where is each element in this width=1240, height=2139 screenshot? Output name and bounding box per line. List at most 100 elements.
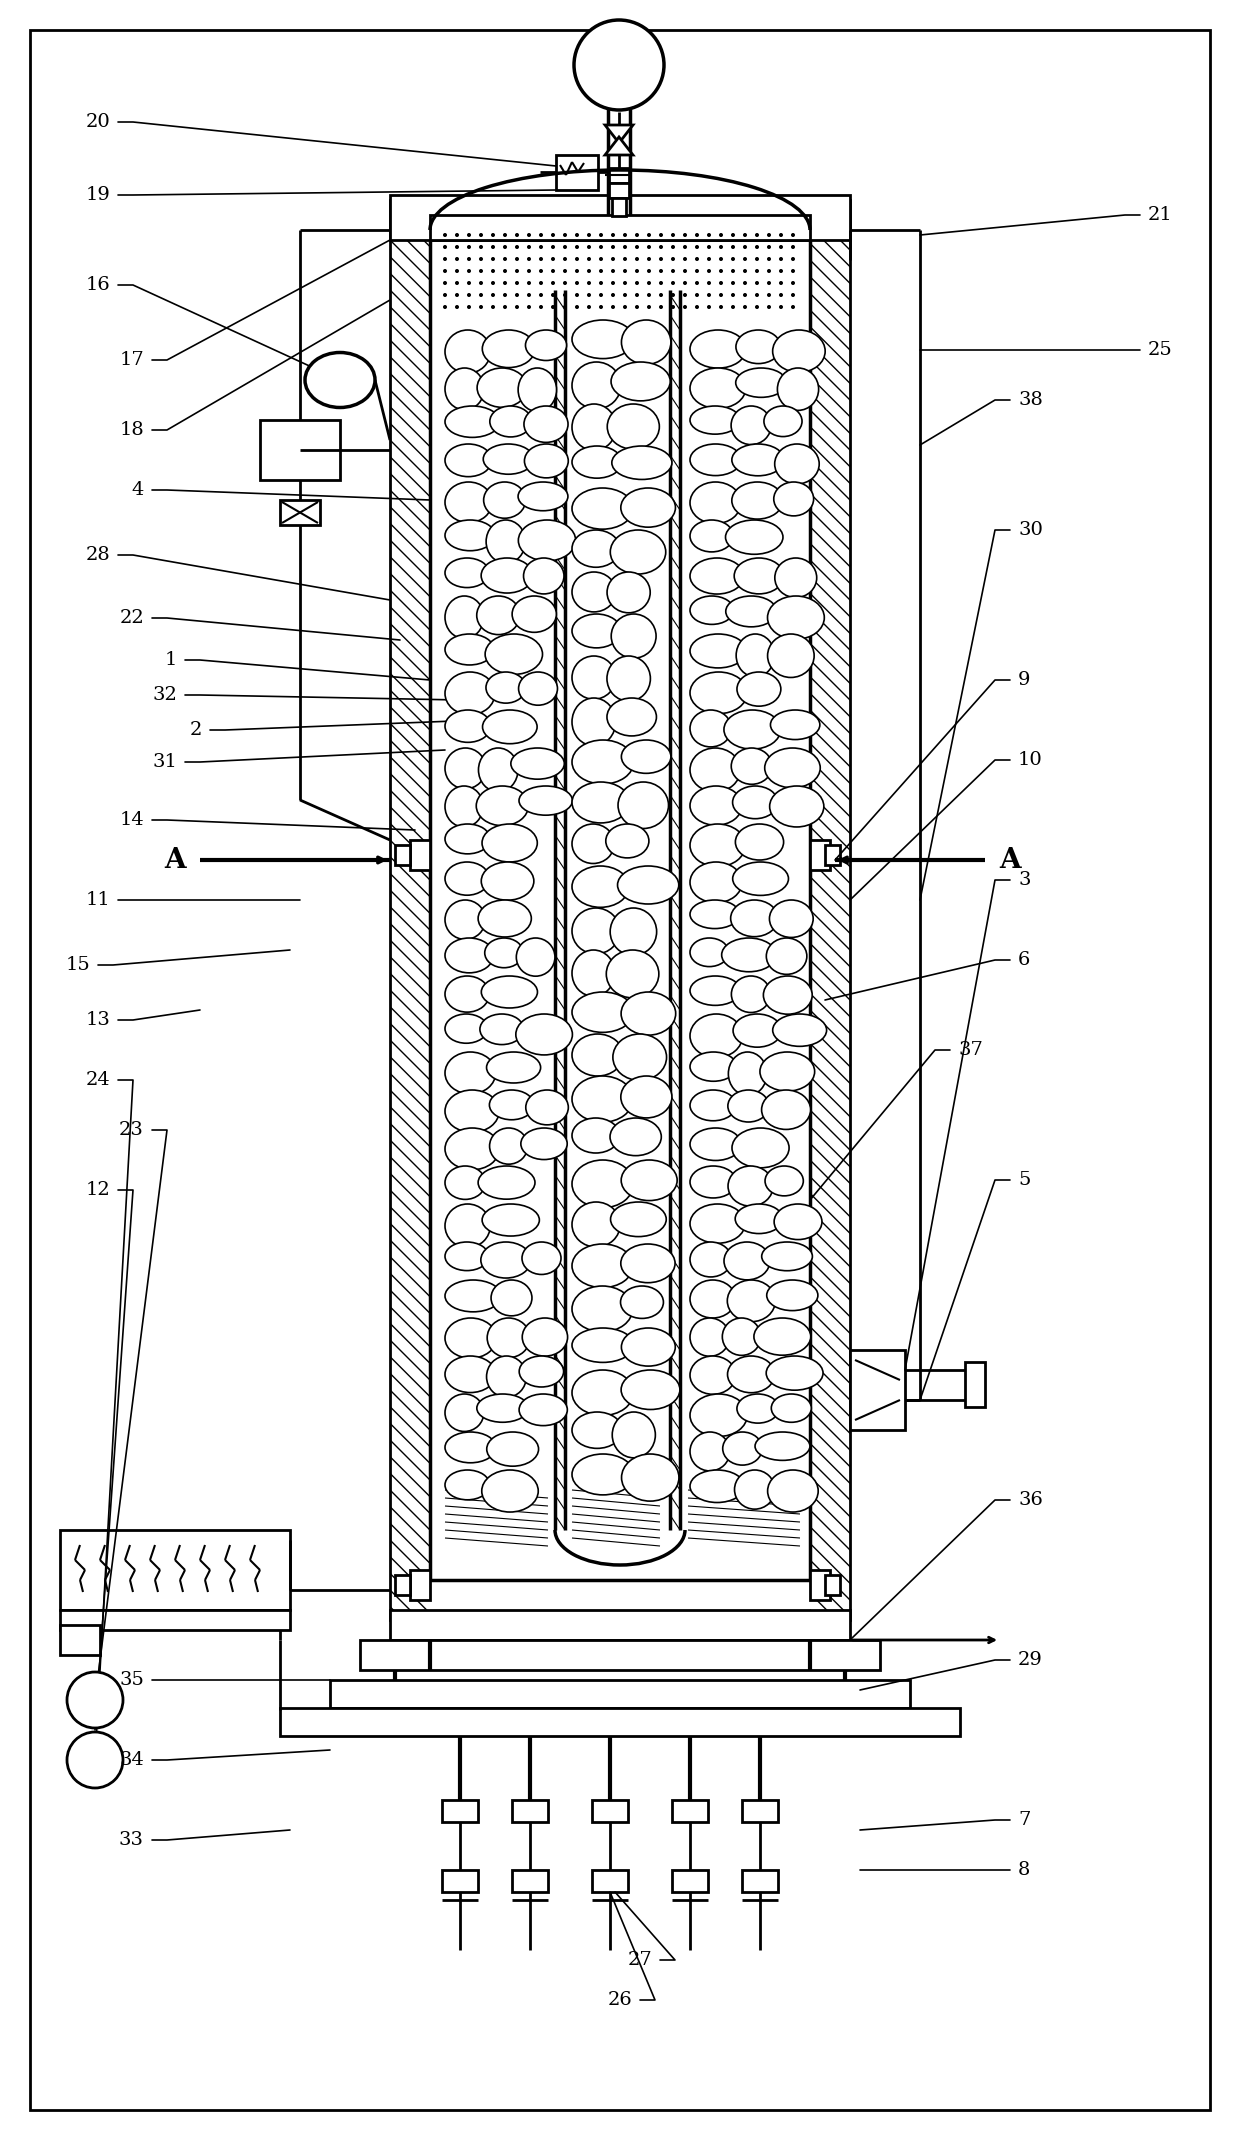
Ellipse shape	[621, 1369, 680, 1410]
Circle shape	[527, 246, 531, 248]
Text: 7: 7	[1018, 1812, 1030, 1829]
Ellipse shape	[520, 1395, 568, 1425]
Circle shape	[587, 280, 591, 284]
Ellipse shape	[725, 597, 776, 627]
Ellipse shape	[480, 1014, 523, 1044]
Circle shape	[539, 257, 543, 261]
Ellipse shape	[608, 404, 660, 449]
Circle shape	[515, 270, 520, 274]
Circle shape	[755, 246, 759, 248]
Ellipse shape	[775, 558, 817, 597]
Circle shape	[694, 293, 699, 297]
Text: 26: 26	[608, 1991, 632, 2009]
Bar	[410, 1570, 430, 1600]
Circle shape	[527, 293, 531, 297]
Ellipse shape	[445, 710, 491, 742]
Ellipse shape	[737, 672, 781, 706]
Ellipse shape	[572, 1328, 634, 1363]
Circle shape	[467, 257, 471, 261]
Ellipse shape	[572, 783, 630, 824]
Circle shape	[622, 270, 627, 274]
Ellipse shape	[737, 1395, 779, 1422]
Ellipse shape	[521, 1127, 567, 1159]
Ellipse shape	[445, 1431, 496, 1463]
Circle shape	[683, 246, 687, 248]
Ellipse shape	[610, 530, 666, 573]
Ellipse shape	[754, 1318, 811, 1356]
Circle shape	[743, 257, 746, 261]
Ellipse shape	[482, 329, 534, 368]
Circle shape	[455, 257, 459, 261]
Ellipse shape	[445, 1091, 500, 1132]
Circle shape	[791, 280, 795, 284]
Circle shape	[622, 233, 627, 237]
Circle shape	[563, 270, 567, 274]
Circle shape	[503, 257, 507, 261]
Text: 28: 28	[86, 545, 110, 565]
Ellipse shape	[774, 481, 813, 515]
Circle shape	[491, 280, 495, 284]
Circle shape	[575, 257, 579, 261]
Circle shape	[455, 293, 459, 297]
Circle shape	[635, 246, 639, 248]
Ellipse shape	[572, 697, 616, 747]
Circle shape	[779, 246, 782, 248]
Ellipse shape	[481, 1243, 531, 1277]
Circle shape	[539, 270, 543, 274]
Circle shape	[479, 293, 484, 297]
Bar	[556, 154, 598, 190]
Bar	[360, 1641, 880, 1671]
Circle shape	[647, 280, 651, 284]
Ellipse shape	[572, 657, 616, 699]
Circle shape	[574, 19, 663, 109]
Text: 35: 35	[119, 1671, 144, 1690]
Circle shape	[527, 233, 531, 237]
Ellipse shape	[606, 657, 651, 702]
Circle shape	[779, 293, 782, 297]
Ellipse shape	[445, 633, 494, 665]
Circle shape	[635, 233, 639, 237]
Ellipse shape	[572, 1369, 634, 1416]
Circle shape	[455, 270, 459, 274]
Circle shape	[575, 270, 579, 274]
Circle shape	[671, 257, 675, 261]
Ellipse shape	[755, 1431, 810, 1461]
Ellipse shape	[511, 749, 564, 779]
Bar	[441, 1869, 477, 1893]
Ellipse shape	[526, 329, 567, 361]
Ellipse shape	[689, 406, 740, 434]
Circle shape	[479, 233, 484, 237]
Ellipse shape	[728, 1356, 775, 1392]
Circle shape	[694, 233, 699, 237]
Ellipse shape	[525, 445, 568, 477]
Ellipse shape	[734, 1469, 775, 1510]
Ellipse shape	[606, 697, 656, 736]
Ellipse shape	[486, 520, 526, 563]
Circle shape	[467, 306, 471, 308]
Circle shape	[707, 270, 711, 274]
Ellipse shape	[613, 1033, 667, 1080]
Ellipse shape	[725, 520, 782, 554]
Ellipse shape	[689, 939, 729, 967]
Ellipse shape	[520, 785, 573, 815]
Text: 22: 22	[119, 610, 144, 627]
Circle shape	[647, 306, 651, 308]
Ellipse shape	[484, 445, 533, 475]
Text: 20: 20	[86, 113, 110, 130]
Ellipse shape	[572, 1033, 622, 1076]
Text: 21: 21	[1148, 205, 1173, 225]
Circle shape	[599, 257, 603, 261]
Circle shape	[732, 233, 735, 237]
Ellipse shape	[610, 1202, 666, 1236]
Circle shape	[658, 246, 663, 248]
Circle shape	[491, 257, 495, 261]
Ellipse shape	[773, 329, 825, 372]
Ellipse shape	[732, 445, 784, 475]
Circle shape	[515, 293, 520, 297]
Circle shape	[671, 233, 675, 237]
Circle shape	[658, 293, 663, 297]
Circle shape	[563, 306, 567, 308]
Ellipse shape	[620, 1286, 663, 1318]
Circle shape	[743, 270, 746, 274]
Ellipse shape	[516, 939, 556, 975]
